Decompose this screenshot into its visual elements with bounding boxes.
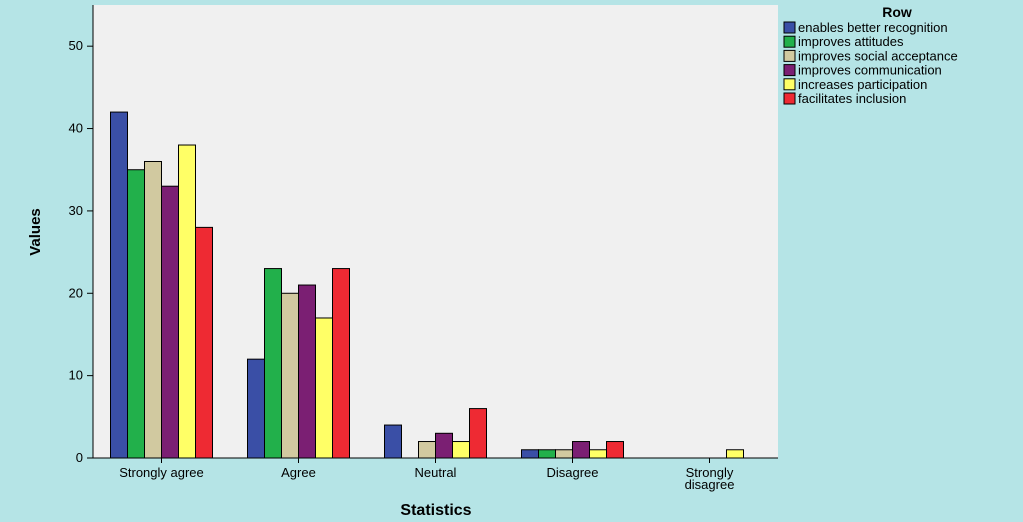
bar: [384, 424, 402, 459]
bar: [264, 268, 282, 459]
legend-label: improves communication: [798, 63, 942, 78]
legend-label: facilitates inclusion: [798, 91, 906, 106]
y-tick-label: 0: [76, 450, 83, 465]
legend-swatch: [783, 64, 796, 77]
x-axis-title: Statistics: [400, 502, 471, 519]
bar: [195, 226, 213, 459]
x-axis-ticks: Strongly agree Agree Neutral Disagree Strong…: [119, 458, 734, 492]
legend-swatch: [783, 35, 796, 48]
y-tick-label: 20: [69, 285, 83, 300]
bar: [110, 111, 128, 459]
bar: [589, 449, 607, 459]
x-tick-label: Neutral: [415, 465, 457, 480]
legend-label: enables better recognition: [798, 20, 948, 35]
y-axis-title: Values: [27, 208, 44, 256]
y-axis-ticks: 0 10 20 30 40 50: [69, 38, 93, 465]
bar: [521, 449, 539, 459]
bar: [418, 441, 436, 459]
bar: [161, 185, 179, 459]
bar: [452, 441, 470, 459]
x-tick-label: Agree: [281, 465, 316, 480]
legend-title: Row: [882, 4, 912, 20]
x-tick-label: Disagree: [546, 465, 598, 480]
legend-swatch: [783, 92, 796, 105]
bar: [606, 441, 624, 459]
legend-label: increases participation: [798, 77, 927, 92]
bar: [247, 358, 265, 459]
bar: [332, 268, 350, 459]
x-tick-label: Strongly agree: [119, 465, 204, 480]
y-tick-label: 40: [69, 121, 83, 136]
legend-label: improves social acceptance: [798, 48, 958, 63]
y-tick-label: 50: [69, 38, 83, 53]
bar: [178, 144, 196, 459]
bar: [435, 432, 453, 459]
bar: [127, 169, 145, 459]
y-tick-label: 30: [69, 203, 83, 218]
legend-swatch: [783, 78, 796, 91]
bar: [555, 449, 573, 459]
bars-group: [110, 111, 744, 459]
bar: [726, 449, 744, 459]
legend-swatch: [783, 49, 796, 62]
bar: [469, 408, 487, 459]
bar: [298, 284, 316, 459]
legend-label: improves attitudes: [798, 34, 904, 49]
bar: [315, 317, 333, 459]
bar: [572, 441, 590, 459]
bar: [144, 160, 162, 459]
y-tick-label: 10: [69, 368, 83, 383]
bar: [281, 292, 299, 459]
legend-swatch: [783, 21, 796, 34]
bar: [538, 449, 556, 459]
x-tick-label: Strongly disagree: [685, 465, 735, 492]
